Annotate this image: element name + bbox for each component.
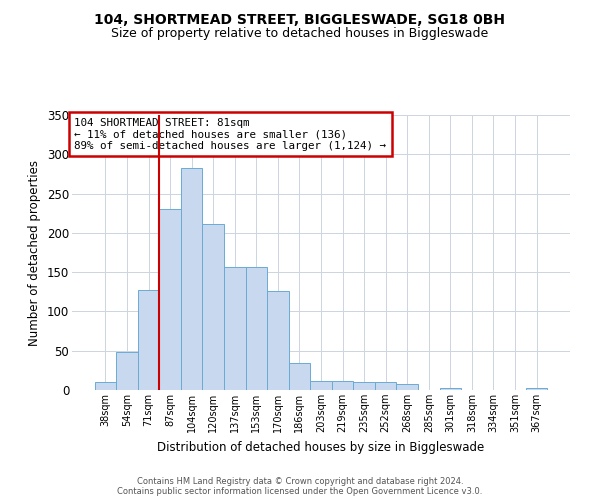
Bar: [267, 291, 289, 390]
Bar: [526, 388, 547, 390]
Bar: [310, 380, 332, 390]
Bar: [289, 364, 310, 390]
Bar: [160, 208, 181, 390]
Y-axis label: Number of detached properties: Number of detached properties: [28, 160, 41, 346]
Text: Contains HM Land Registry data © Crown copyright and database right 2024.: Contains HM Land Registry data © Crown c…: [137, 477, 463, 486]
Text: 104 SHORTMEAD STREET: 81sqm
← 11% of detached houses are smaller (136)
89% of se: 104 SHORTMEAD STREET: 81sqm ← 11% of det…: [74, 118, 386, 151]
Bar: [440, 388, 461, 390]
Bar: [95, 382, 116, 390]
Text: 104, SHORTMEAD STREET, BIGGLESWADE, SG18 0BH: 104, SHORTMEAD STREET, BIGGLESWADE, SG18…: [95, 12, 505, 26]
Bar: [332, 380, 353, 390]
Bar: [181, 168, 202, 390]
Bar: [138, 290, 160, 390]
Bar: [116, 352, 138, 390]
Text: Size of property relative to detached houses in Biggleswade: Size of property relative to detached ho…: [112, 28, 488, 40]
Bar: [397, 384, 418, 390]
Bar: [375, 382, 397, 390]
Text: Contains public sector information licensed under the Open Government Licence v3: Contains public sector information licen…: [118, 487, 482, 496]
Bar: [202, 224, 224, 390]
Bar: [245, 266, 267, 390]
X-axis label: Distribution of detached houses by size in Biggleswade: Distribution of detached houses by size …: [157, 440, 485, 454]
Bar: [353, 382, 375, 390]
Bar: [224, 266, 245, 390]
